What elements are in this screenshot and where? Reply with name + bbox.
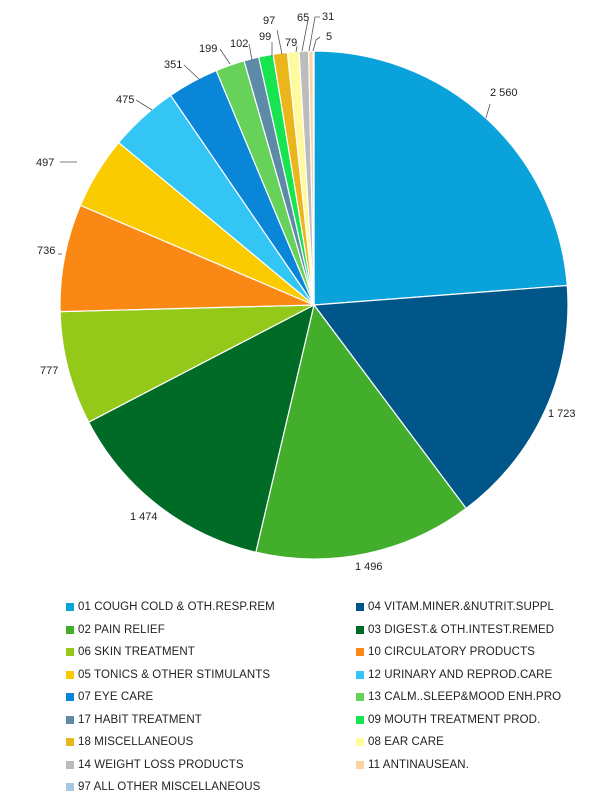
legend-swatch — [66, 783, 74, 792]
legend-item: 08 EAR CARE — [356, 731, 586, 754]
label-leader-line — [295, 45, 298, 53]
legend-item: 05 TONICS & OTHER STIMULANTS — [66, 664, 356, 687]
data-label: 777 — [40, 365, 58, 377]
legend-label: 14 WEIGHT LOSS PRODUCTS — [78, 758, 244, 771]
legend-label: 09 MOUTH TREATMENT PROD. — [368, 713, 541, 726]
legend-label: 13 CALM..SLEEP&MOOD ENH.PRO — [368, 691, 562, 704]
label-leader-line — [135, 99, 153, 111]
data-label: 65 — [297, 12, 309, 24]
legend-swatch — [66, 648, 74, 657]
pie-slice — [255, 303, 467, 560]
legend-swatch — [66, 603, 74, 612]
legend-swatch — [356, 693, 364, 702]
legend-label: 18 MISCELLANEOUS — [78, 736, 194, 749]
pie-slice — [59, 204, 315, 313]
legend-swatch — [66, 670, 74, 679]
legend-label: 04 VITAM.MINER.&NUTRIT.SUPPL — [368, 601, 554, 614]
data-label: 1 474 — [130, 511, 158, 523]
legend-swatch — [356, 760, 364, 769]
legend-item: 06 SKIN TREATMENT — [66, 641, 356, 664]
data-label: 736 — [37, 245, 55, 257]
legend-item: 02 PAIN RELIEF — [66, 619, 356, 642]
legend-label: 12 URINARY AND REPROD.CARE — [368, 668, 553, 681]
legend-item: 07 EYE CARE — [66, 686, 356, 709]
pie-slice — [87, 303, 315, 553]
legend-swatch — [356, 625, 364, 634]
legend-swatch — [356, 715, 364, 724]
legend-label: 02 PAIN RELIEF — [78, 623, 165, 636]
data-label: 31 — [322, 11, 334, 23]
legend-label: 11 ANTINAUSEAN. — [368, 758, 469, 771]
legend-item: 17 HABIT TREATMENT — [66, 709, 356, 732]
legend-item: 04 VITAM.MINER.&NUTRIT.SUPPL — [356, 596, 586, 619]
legend-item: 97 ALL OTHER MISCELLANEOUS — [66, 776, 356, 799]
pie-chart: 2 560 1 723 1 496 1 474 777 736 497 475 351 199 10… — [36, 11, 576, 573]
label-leader-line — [485, 103, 491, 119]
legend-label: 03 DIGEST.& OTH.INTEST.REMED — [368, 623, 555, 636]
legend-swatch — [356, 603, 364, 612]
legend-label: 01 COUGH COLD & OTH.RESP.REM — [78, 601, 275, 614]
legend-item: 12 URINARY AND REPROD.CARE — [356, 664, 586, 687]
chart-legend: 01 COUGH COLD & OTH.RESP.REM 04 VITAM.MIN… — [66, 596, 586, 799]
data-label: 99 — [259, 31, 271, 43]
legend-label: 10 CIRCULATORY PRODUCTS — [368, 646, 535, 659]
legend-swatch — [356, 648, 364, 657]
label-leader-line — [312, 36, 321, 52]
legend-item: 03 DIGEST.& OTH.INTEST.REMED — [356, 619, 586, 642]
legend-swatch — [66, 715, 74, 724]
label-leader-line — [308, 16, 320, 52]
data-label: 102 — [230, 38, 248, 50]
label-leader-line — [276, 29, 283, 55]
data-label: 497 — [36, 157, 54, 169]
legend-label: 97 ALL OTHER MISCELLANEOUS — [78, 781, 261, 794]
legend-swatch — [356, 738, 364, 747]
legend-swatch — [356, 670, 364, 679]
data-label: 79 — [285, 37, 297, 49]
pie-slice — [59, 304, 315, 423]
legend-item: 11 ANTINAUSEAN. — [356, 754, 586, 777]
pie-slice — [312, 284, 569, 510]
legend-item: 18 MISCELLANEOUS — [66, 731, 356, 754]
legend-item: 10 CIRCULATORY PRODUCTS — [356, 641, 586, 664]
pie-slices — [59, 50, 569, 560]
data-label: 1 496 — [355, 561, 383, 573]
legend-label: 07 EYE CARE — [78, 691, 154, 704]
label-leader-line — [301, 19, 309, 52]
legend-item: 14 WEIGHT LOSS PRODUCTS — [66, 754, 356, 777]
pie-slice — [313, 50, 568, 306]
data-label: 199 — [199, 43, 217, 55]
legend-label: 06 SKIN TREATMENT — [78, 646, 195, 659]
data-label: 5 — [326, 31, 332, 43]
legend-label: 17 HABIT TREATMENT — [78, 713, 202, 726]
data-label: 97 — [263, 15, 275, 27]
legend-item: 09 MOUTH TREATMENT PROD. — [356, 709, 586, 732]
legend-swatch — [66, 738, 74, 747]
label-leader-line — [248, 43, 253, 61]
data-label: 351 — [164, 59, 182, 71]
legend-label: 08 EAR CARE — [368, 736, 444, 749]
pie-slice — [312, 50, 315, 306]
legend-label: 05 TONICS & OTHER STIMULANTS — [78, 668, 271, 681]
legend-swatch — [66, 693, 74, 702]
label-leader-line — [219, 48, 231, 65]
legend-item: 01 COUGH COLD & OTH.RESP.REM — [66, 596, 356, 619]
data-labels: 2 560 1 723 1 496 1 474 777 736 497 475 351 199 10… — [36, 11, 576, 573]
data-label: 475 — [116, 94, 134, 106]
data-label: 1 723 — [548, 408, 576, 420]
label-leader-line — [183, 64, 201, 81]
label-leaders — [58, 16, 491, 255]
legend-item: 13 CALM..SLEEP&MOOD ENH.PRO — [356, 686, 586, 709]
legend-swatch — [66, 760, 74, 769]
data-label: 2 560 — [490, 87, 518, 99]
legend-swatch — [66, 625, 74, 634]
